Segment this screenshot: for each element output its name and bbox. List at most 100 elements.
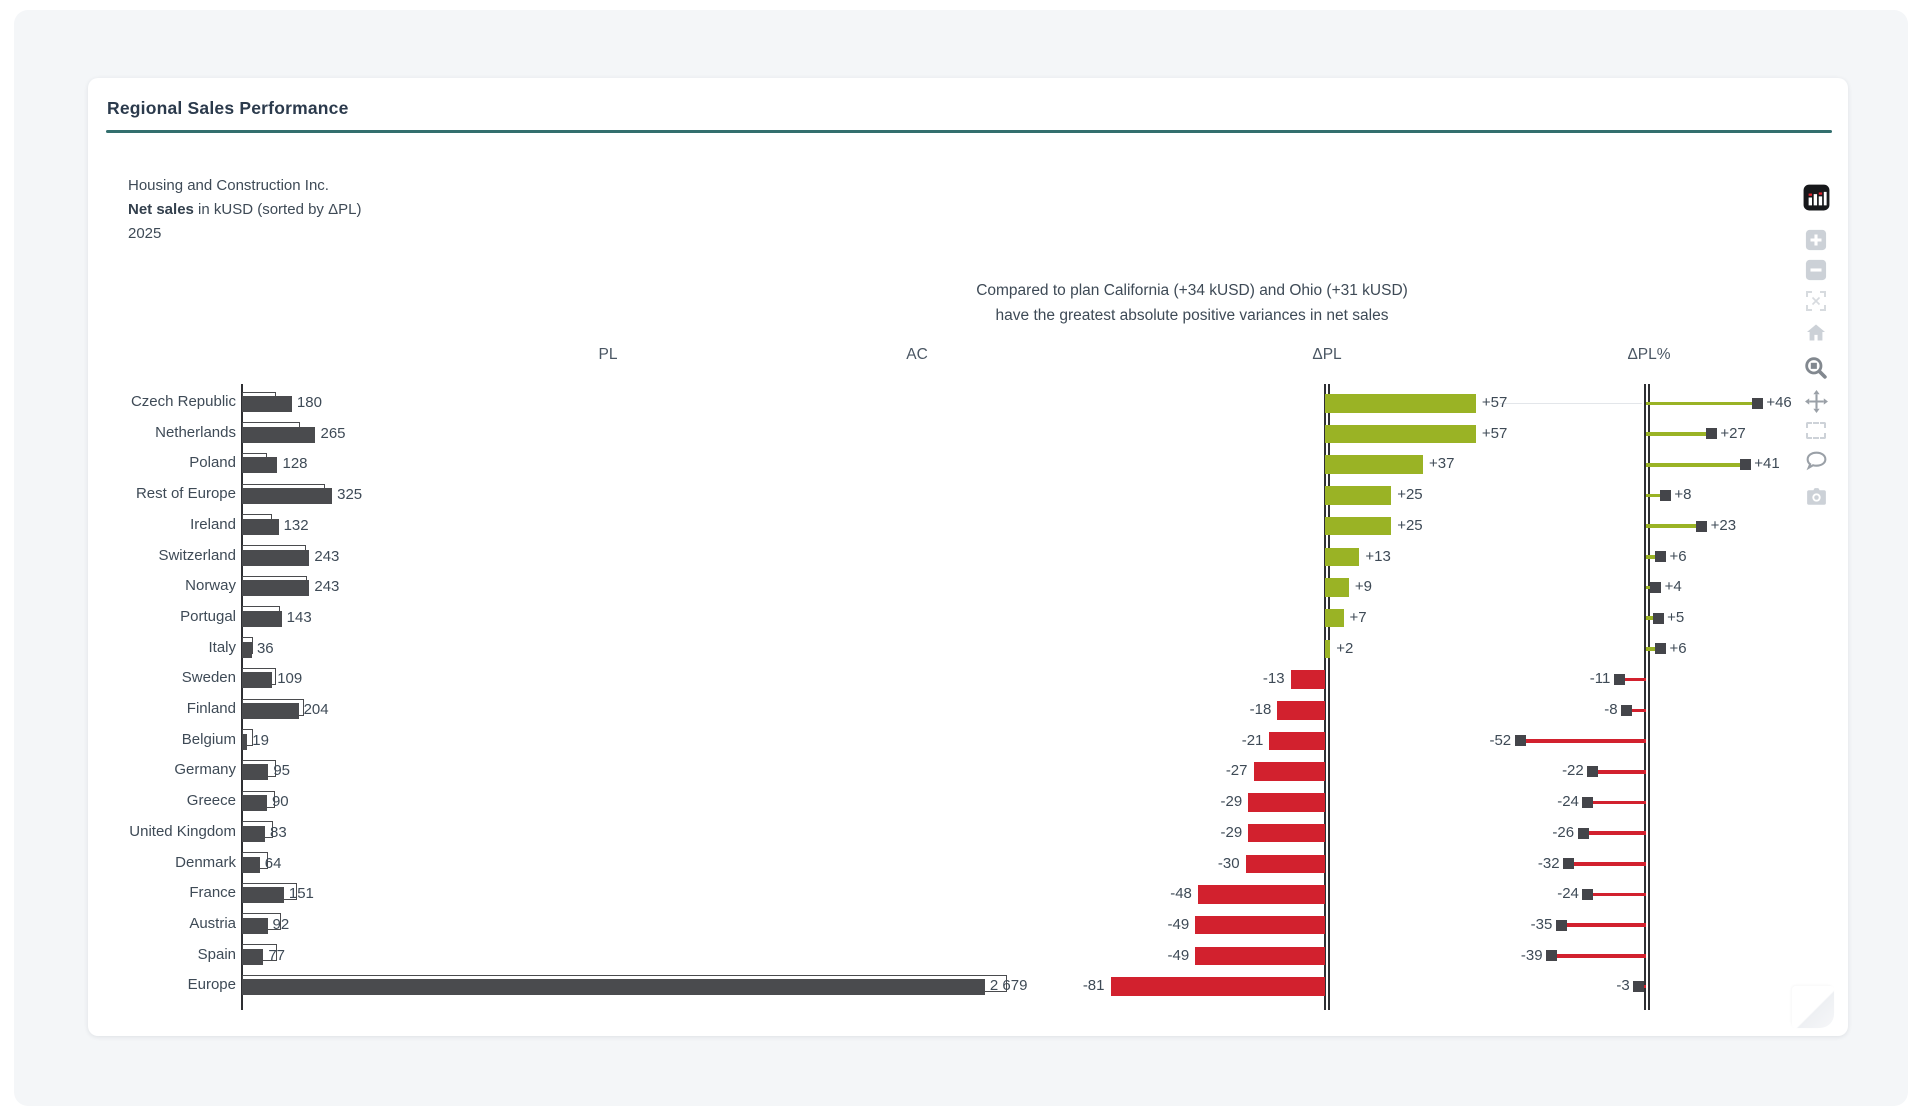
category-label[interactable]: Switzerland	[158, 546, 236, 564]
selection-button[interactable]	[1806, 422, 1826, 439]
variance-pct-marker[interactable]	[1650, 581, 1662, 593]
category-label[interactable]: Italy	[208, 638, 236, 656]
category-label[interactable]: United Kingdom	[129, 822, 236, 840]
zoom-out-button[interactable]	[1805, 259, 1827, 281]
variance-pct-marker[interactable]	[1751, 397, 1763, 409]
variance-pct-marker[interactable]	[1546, 950, 1558, 962]
variance-pct-marker[interactable]	[1555, 919, 1567, 931]
variance-bar[interactable]	[1325, 578, 1349, 597]
category-label[interactable]: Germany	[174, 761, 236, 779]
home-button[interactable]	[1804, 321, 1828, 345]
variance-pct-line[interactable]	[1583, 831, 1646, 835]
variance-pct-marker[interactable]	[1577, 827, 1589, 839]
ac-bar[interactable]	[242, 917, 268, 934]
variance-pct-line[interactable]	[1592, 769, 1646, 774]
resize-corner[interactable]	[1792, 986, 1834, 1028]
ac-bar[interactable]	[242, 580, 310, 597]
variance-pct-line[interactable]	[1646, 462, 1746, 467]
ac-bar[interactable]	[242, 825, 266, 842]
variance-pct-line[interactable]	[1568, 862, 1646, 866]
ac-bar[interactable]	[242, 549, 310, 566]
variance-bar[interactable]	[1325, 394, 1476, 413]
variance-pct-line[interactable]	[1646, 493, 1666, 498]
camera-button[interactable]	[1804, 485, 1829, 510]
variance-bar[interactable]	[1110, 977, 1325, 996]
variance-bar[interactable]	[1325, 547, 1360, 566]
variance-bar[interactable]	[1325, 639, 1331, 659]
variance-bar[interactable]	[1325, 516, 1392, 536]
ac-bar[interactable]	[242, 426, 316, 443]
variance-bar[interactable]	[1325, 424, 1476, 444]
ac-bar[interactable]	[242, 672, 273, 689]
ac-bar[interactable]	[242, 641, 252, 658]
category-label[interactable]: France	[189, 884, 236, 902]
ac-bar[interactable]	[242, 457, 278, 474]
ac-bar[interactable]	[242, 887, 284, 904]
variance-bar[interactable]	[1325, 486, 1392, 505]
variance-pct-marker[interactable]	[1739, 459, 1751, 471]
variance-pct-marker[interactable]	[1563, 858, 1575, 870]
category-label[interactable]: Ireland	[190, 515, 236, 533]
variance-bar[interactable]	[1269, 731, 1325, 751]
variance-pct-marker[interactable]	[1633, 981, 1645, 993]
ac-bar[interactable]	[242, 764, 269, 781]
variance-pct-line[interactable]	[1587, 800, 1646, 805]
variance-bar[interactable]	[1195, 915, 1325, 935]
variance-pct-line[interactable]	[1646, 647, 1661, 651]
variance-bar[interactable]	[1325, 608, 1344, 628]
ac-bar[interactable]	[242, 856, 260, 873]
category-label[interactable]: Spain	[197, 945, 236, 963]
category-label[interactable]: Belgium	[181, 730, 236, 748]
variance-pct-line[interactable]	[1646, 524, 1702, 528]
variance-pct-marker[interactable]	[1613, 674, 1625, 686]
variance-pct-line[interactable]	[1646, 616, 1659, 621]
variance-bar[interactable]	[1290, 670, 1325, 689]
variance-bar[interactable]	[1197, 885, 1325, 904]
category-label[interactable]: Poland	[189, 454, 236, 472]
ac-bar[interactable]	[242, 979, 985, 996]
variance-pct-line[interactable]	[1646, 555, 1661, 559]
variance-bar[interactable]	[1277, 701, 1325, 720]
ac-bar[interactable]	[242, 396, 292, 412]
ac-bar[interactable]	[242, 518, 279, 535]
variance-pct-marker[interactable]	[1652, 612, 1664, 624]
category-label[interactable]: Rest of Europe	[135, 485, 236, 503]
category-label[interactable]: Norway	[185, 577, 236, 595]
comment-button[interactable]	[1804, 448, 1829, 473]
fit-screen-button[interactable]	[1804, 289, 1828, 313]
category-label[interactable]: Europe	[187, 976, 236, 994]
variance-pct-marker[interactable]	[1582, 888, 1594, 900]
pan-button[interactable]	[1804, 389, 1829, 414]
variance-pct-line[interactable]	[1561, 923, 1646, 928]
category-label[interactable]: Portugal	[180, 607, 236, 625]
variance-bar[interactable]	[1248, 823, 1325, 843]
variance-pct-line[interactable]	[1646, 432, 1712, 436]
ac-bar[interactable]	[242, 703, 299, 719]
variance-pct-marker[interactable]	[1696, 520, 1708, 532]
ac-bar[interactable]	[242, 733, 248, 750]
variance-pct-line[interactable]	[1626, 708, 1646, 713]
variance-pct-marker[interactable]	[1655, 643, 1667, 655]
variance-pct-marker[interactable]	[1621, 704, 1633, 716]
category-label[interactable]: Finland	[186, 700, 236, 717]
variance-pct-marker[interactable]	[1582, 796, 1594, 808]
variance-pct-marker[interactable]	[1655, 551, 1667, 563]
zoom-area-button[interactable]	[1803, 355, 1829, 381]
ac-bar[interactable]	[242, 488, 333, 505]
category-label[interactable]: Denmark	[175, 853, 236, 871]
variance-bar[interactable]	[1253, 762, 1325, 781]
zebra-chart-button[interactable]	[1803, 184, 1830, 211]
variance-pct-marker[interactable]	[1705, 428, 1717, 440]
variance-pct-line[interactable]	[1646, 401, 1758, 406]
category-label[interactable]: Netherlands	[155, 423, 236, 441]
variance-bar[interactable]	[1325, 455, 1423, 474]
variance-bar[interactable]	[1195, 946, 1325, 966]
variance-pct-line[interactable]	[1551, 954, 1646, 958]
ac-bar[interactable]	[242, 948, 264, 965]
ac-bar[interactable]	[242, 795, 267, 812]
variance-bar[interactable]	[1248, 793, 1325, 812]
category-label[interactable]: Austria	[189, 914, 236, 932]
category-label[interactable]: Czech Republic	[130, 393, 236, 410]
category-label[interactable]: Sweden	[181, 669, 236, 687]
variance-pct-marker[interactable]	[1587, 766, 1599, 778]
